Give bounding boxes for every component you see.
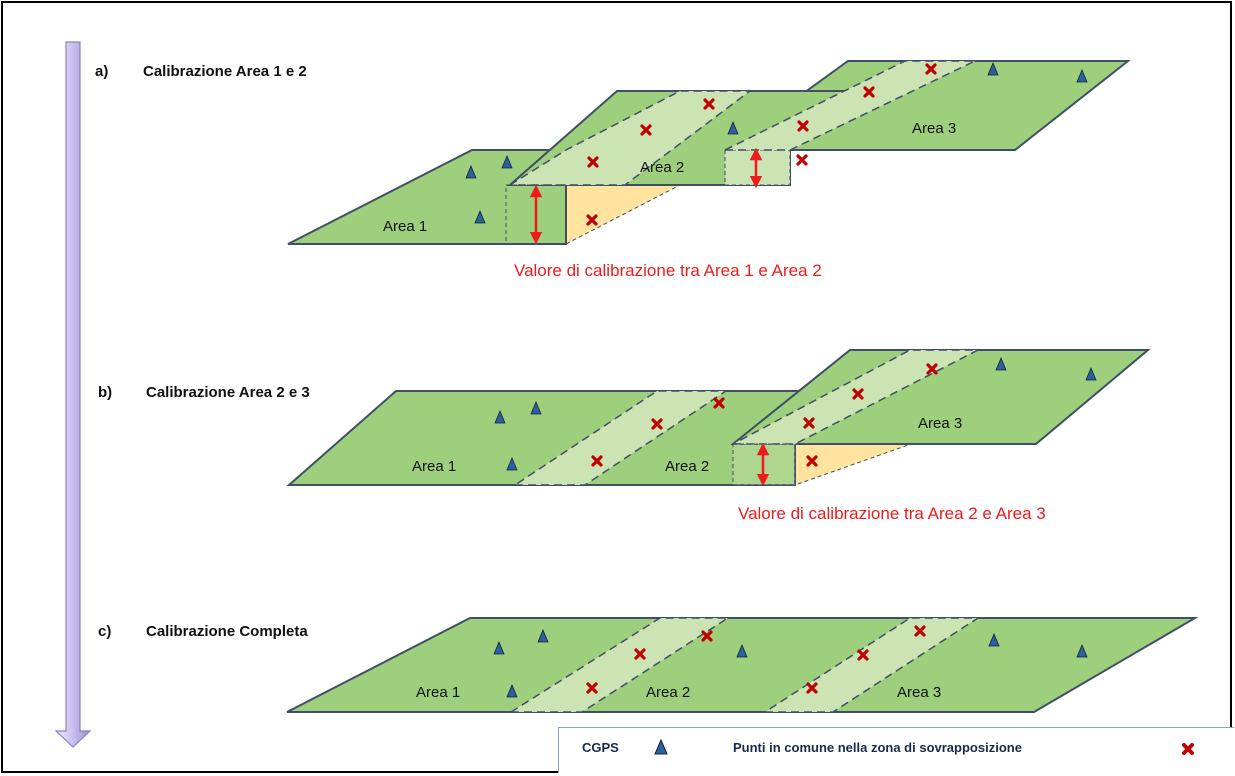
cgps-triangle-icon	[537, 628, 549, 643]
cgps-triangle-icon	[530, 400, 542, 415]
area1-label-c: Area 1	[416, 684, 460, 701]
cgps-triangle-icon	[995, 356, 1007, 371]
common-point-cross-icon	[857, 649, 869, 661]
common-point-cross-icon	[925, 63, 937, 75]
area1-label-b: Area 1	[412, 458, 456, 475]
common-point-cross-icon	[703, 98, 715, 110]
step-c-title: Calibrazione Completa	[146, 623, 308, 640]
cgps-triangle-icon	[988, 632, 1000, 647]
overlap-strip-23-a	[724, 149, 791, 186]
step-b-letter: b)	[98, 384, 113, 401]
red-cross-icon	[1182, 743, 1194, 755]
common-point-cross-icon	[586, 214, 598, 226]
area2-label-c: Area 2	[646, 684, 690, 701]
panel-a: Area 1 Area 2 Area 3	[287, 60, 1131, 245]
cgps-triangle-icon	[1085, 366, 1097, 381]
legend-common-points-label: Punti in comune nella zona di sovrapposi…	[733, 740, 1022, 755]
cgps-triangle-icon	[1076, 68, 1088, 83]
cgps-triangle-icon	[987, 61, 999, 76]
overlap-strip-12-a	[507, 90, 753, 186]
panel-c: Area 1 Area 2 Area 3	[286, 617, 1199, 713]
common-point-cross-icon	[852, 388, 864, 400]
legend: CGPS Punti in comune nella zona di sovra…	[558, 727, 1234, 773]
step-b-title: Calibrazione Area 2 e 3	[146, 384, 310, 401]
common-point-cross-icon	[914, 625, 926, 637]
area1-label-a: Area 1	[383, 218, 427, 235]
overlap-strip-12-b	[512, 390, 729, 486]
common-point-cross-icon	[651, 418, 663, 430]
step-a-label: a) Calibrazione Area 1 e 2	[95, 63, 307, 80]
cgps-triangle-icon	[654, 739, 668, 755]
cgps-triangle-icon	[727, 120, 739, 135]
common-point-cross-icon	[586, 682, 598, 694]
common-point-cross-icon	[591, 455, 603, 467]
legend-cgps-label: CGPS	[582, 740, 619, 755]
common-point-cross-icon	[587, 156, 599, 168]
common-point-cross-icon	[863, 86, 875, 98]
point-markers	[465, 61, 1097, 698]
calibration-note-12: Valore di calibrazione tra Area 1 e Area…	[514, 261, 822, 280]
cgps-triangle-icon	[465, 164, 477, 179]
cgps-triangle-icon	[501, 154, 513, 169]
area3-label-a: Area 3	[912, 120, 956, 137]
cgps-triangle-icon	[506, 456, 518, 471]
area3-label-b: Area 3	[918, 415, 962, 432]
cgps-triangle-icon	[506, 683, 518, 698]
overlap-strip-23-c	[762, 617, 981, 713]
area2-label-a: Area 2	[640, 159, 684, 176]
common-point-cross-icon	[797, 120, 809, 132]
common-point-cross-icon	[701, 630, 713, 642]
panel-b: Area 1 Area 2 Area 3	[286, 349, 1151, 487]
common-point-cross-icon	[640, 124, 652, 136]
overlap-strip-12-c	[508, 617, 731, 713]
cgps-triangle-icon	[494, 409, 506, 424]
common-point-cross-icon	[806, 682, 818, 694]
step-c-label: c) Calibrazione Completa	[98, 623, 308, 640]
step-a-title: Calibrazione Area 1 e 2	[143, 63, 307, 80]
common-point-cross-icon	[803, 417, 815, 429]
cgps-triangle-icon	[493, 640, 505, 655]
cgps-triangle-icon	[474, 209, 486, 224]
common-point-cross-icon	[713, 397, 725, 409]
calibration-note-23: Valore di calibrazione tra Area 2 e Area…	[738, 504, 1046, 523]
step-b-label: b) Calibrazione Area 2 e 3	[98, 384, 310, 401]
process-arrow	[54, 41, 92, 748]
step-c-letter: c)	[98, 623, 112, 640]
common-point-cross-icon	[926, 363, 938, 375]
common-point-cross-icon	[806, 455, 818, 467]
area3-label-c: Area 3	[897, 684, 941, 701]
step-a-letter: a)	[95, 63, 109, 80]
area2-label-b: Area 2	[665, 458, 709, 475]
cgps-triangle-icon	[736, 643, 748, 658]
cgps-triangle-icon	[1076, 643, 1088, 658]
common-point-cross-icon	[796, 154, 808, 166]
overlap-strip-23-top-a	[724, 60, 976, 151]
common-point-cross-icon	[634, 648, 646, 660]
